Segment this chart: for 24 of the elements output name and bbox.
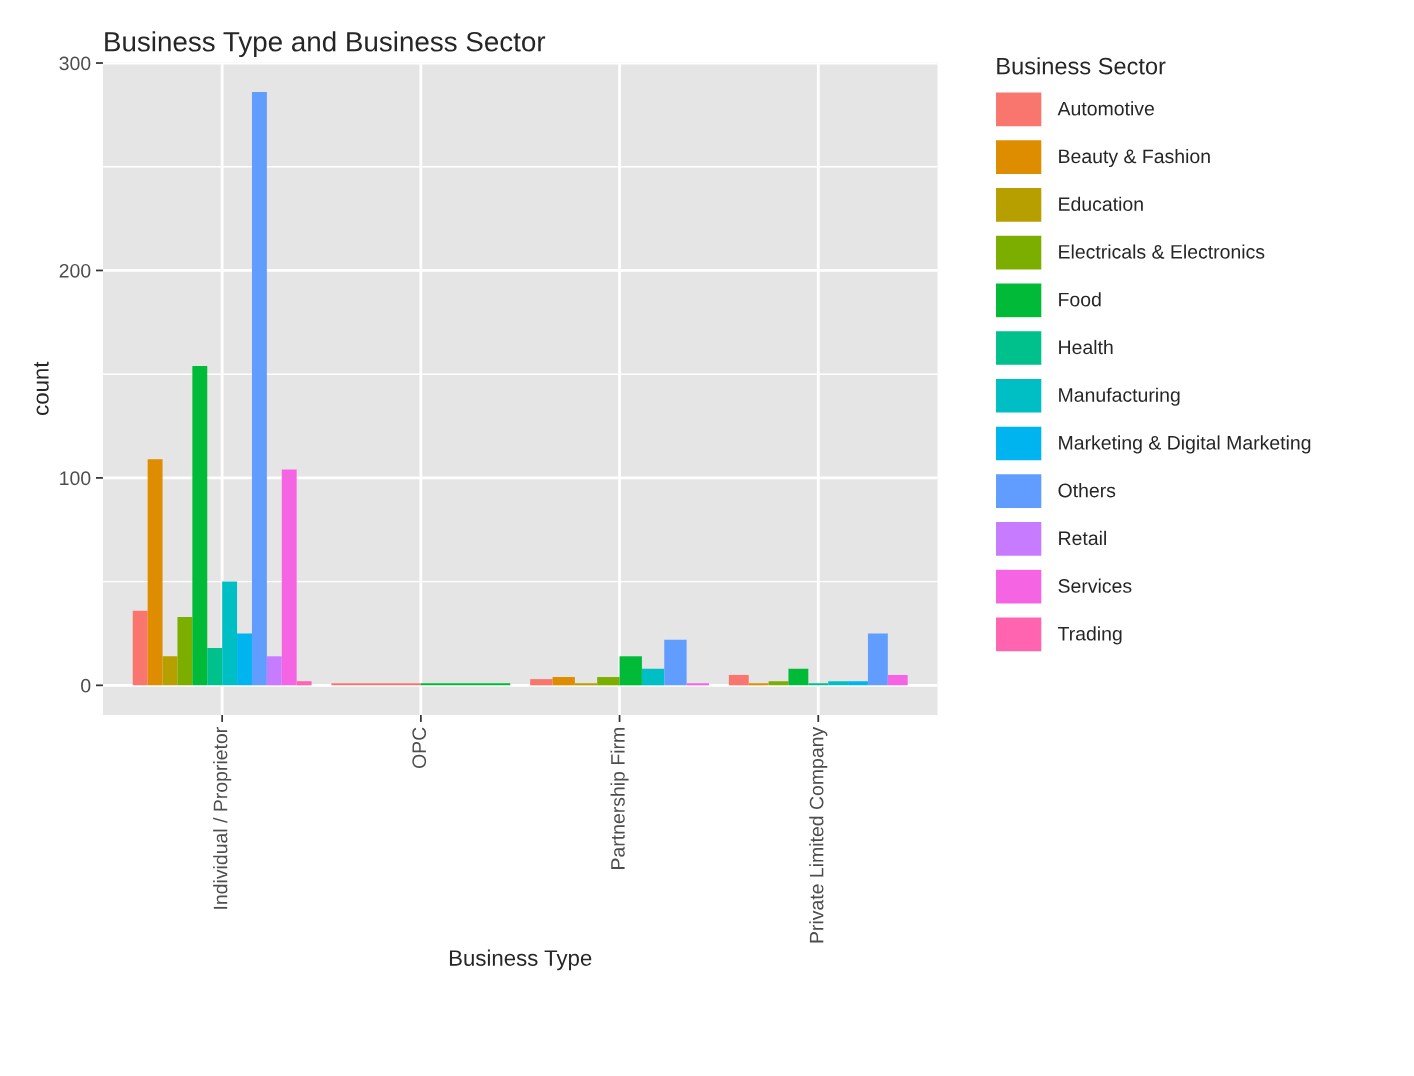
legend-label: Electricals & Electronics	[1059, 244, 1265, 259]
legend-label: Others	[1058, 483, 1116, 498]
y-axis-title: count	[34, 361, 49, 415]
legend-label: Marketing & Digital Marketing	[1059, 435, 1311, 454]
legend-label: Health	[1059, 339, 1113, 355]
y-tick-label: 200	[59, 263, 91, 278]
legend-label: Services	[1058, 578, 1132, 593]
y-tick-label: 100	[60, 471, 91, 486]
x-tick-label: Individual / Proprietor	[213, 727, 232, 909]
legend-label: Retail	[1059, 530, 1106, 546]
legend-label: Education	[1059, 196, 1143, 211]
y-tick-label: 0	[81, 678, 91, 693]
y-tick-label: 300	[59, 56, 91, 71]
legend-label: Automotive	[1057, 101, 1154, 116]
x-tick-label: Partnership Firm	[610, 728, 629, 869]
legend-label: Beauty & Fashion	[1059, 148, 1210, 168]
x-axis-title: Business Type	[449, 949, 592, 971]
legend-label: Food	[1059, 292, 1101, 307]
legend-label: Trading	[1057, 626, 1122, 645]
x-tick-label: OPC	[412, 727, 427, 769]
legend-label: Manufacturing	[1059, 387, 1180, 406]
chart-title: Business Type and Business Sector	[105, 31, 546, 58]
x-tick-label: Private Limited Company	[809, 726, 828, 943]
legend-title: Business Sector	[997, 57, 1166, 75]
